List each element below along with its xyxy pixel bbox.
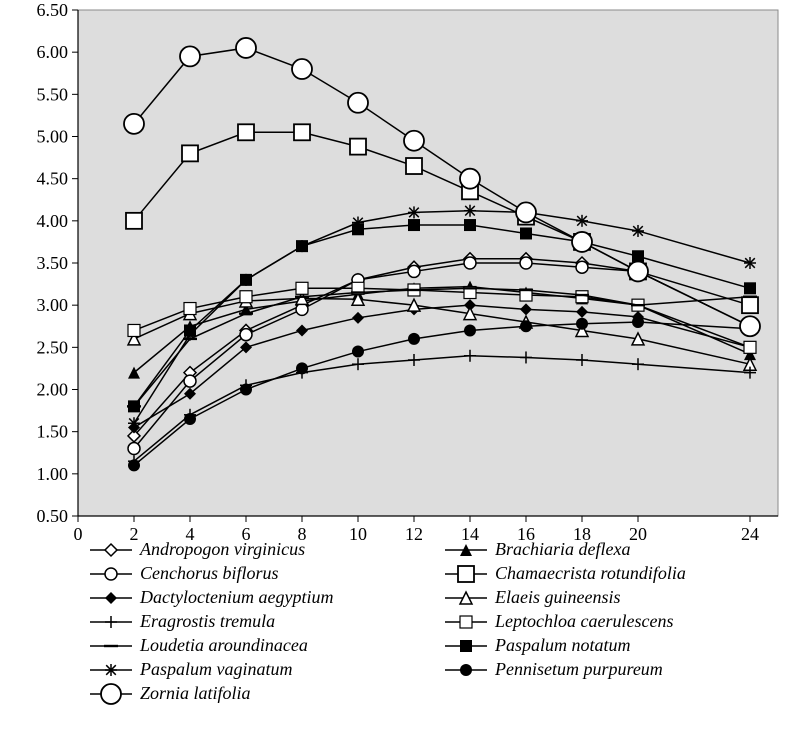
y-tick-label: 5.00 bbox=[37, 127, 69, 147]
legend-label: Cenchorus biflorus bbox=[140, 563, 279, 583]
y-tick-label: 6.50 bbox=[37, 0, 69, 20]
legend-label: Eragrostis tremula bbox=[139, 611, 275, 631]
legend-label: Paspalum notatum bbox=[494, 635, 631, 655]
legend-label: Chamaecrista rotundifolia bbox=[495, 563, 686, 583]
legend-label: Elaeis guineensis bbox=[494, 587, 620, 607]
legend-item: Zornia latifolia bbox=[90, 683, 251, 704]
y-tick-label: 2.00 bbox=[37, 380, 69, 400]
x-tick-label: 24 bbox=[741, 524, 759, 544]
y-tick-label: 4.50 bbox=[37, 169, 69, 189]
legend-label: Dactyloctenium aegyptium bbox=[139, 587, 333, 607]
y-tick-label: 6.00 bbox=[37, 42, 69, 62]
legend-label: Pennisetum purpureum bbox=[494, 659, 663, 679]
line-chart: 0.50 1.00 1.50 2.00 2.50 3.00 3.50 4.00 4.50 5.00… bbox=[0, 0, 797, 734]
x-tick-label: 2 bbox=[130, 524, 139, 544]
legend-label: Brachiaria deflexa bbox=[495, 539, 630, 559]
y-tick-label: 1.50 bbox=[37, 422, 69, 442]
legend-label: Andropogon virginicus bbox=[139, 539, 305, 559]
y-tick-label: 2.50 bbox=[37, 337, 69, 357]
y-tick-label: 1.00 bbox=[37, 464, 69, 484]
chart-container: 0.50 1.00 1.50 2.00 2.50 3.00 3.50 4.00 4.50 5.00… bbox=[0, 0, 797, 734]
y-tick-label: 0.50 bbox=[37, 506, 69, 526]
y-tick-label: 3.00 bbox=[37, 295, 69, 315]
legend-label: Zornia latifolia bbox=[140, 683, 251, 703]
legend-label: Leptochloa caerulescens bbox=[494, 611, 673, 631]
y-tick-label: 5.50 bbox=[37, 84, 69, 104]
x-tick-label: 10 bbox=[349, 524, 367, 544]
x-tick-label: 0 bbox=[74, 524, 83, 544]
x-tick-label: 14 bbox=[461, 524, 479, 544]
y-tick-label: 4.00 bbox=[37, 211, 69, 231]
legend-label: Loudetia aroundinacea bbox=[139, 635, 308, 655]
x-tick-label: 12 bbox=[405, 524, 423, 544]
y-tick-label: 3.50 bbox=[37, 253, 69, 273]
legend-label: Paspalum vaginatum bbox=[139, 659, 293, 679]
x-tick-label: 20 bbox=[629, 524, 647, 544]
